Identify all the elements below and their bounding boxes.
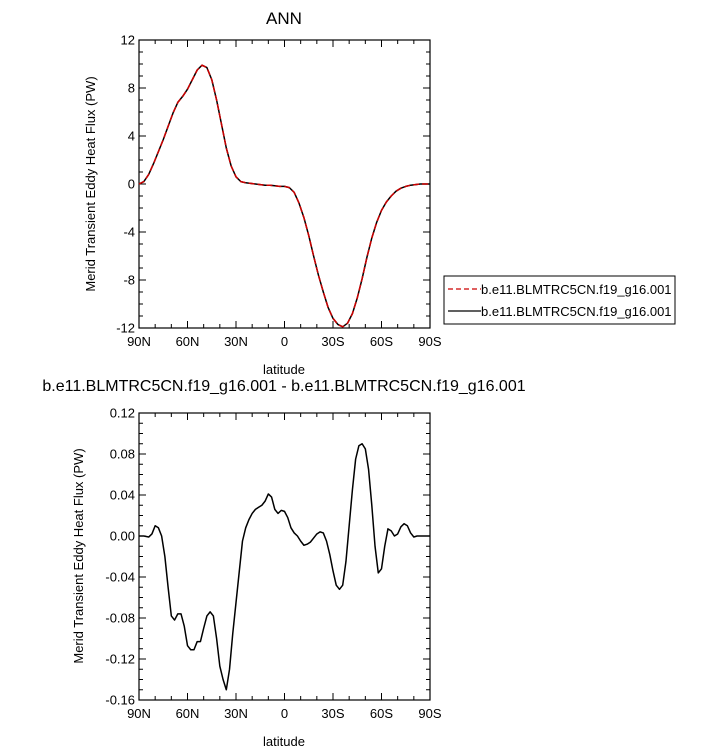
bottom-chart-xlabel: latitude <box>263 734 305 749</box>
top-chart-x-tick-label: 30N <box>224 334 248 349</box>
legend: b.e11.BLMTRC5CN.f19_g16.001 b.e11.BLMTRC… <box>443 275 676 325</box>
bottom-chart-x-tick-label: 30S <box>321 706 344 721</box>
top-chart-y-tick-label: 4 <box>128 129 135 144</box>
bottom-chart-y-tick-label: -0.12 <box>105 652 135 667</box>
legend-box <box>443 275 676 325</box>
top-chart-x-tick-label: 0 <box>281 334 288 349</box>
bottom-chart-y-tick-label: 0.12 <box>110 406 135 421</box>
top-chart-series-2-line <box>138 64 430 328</box>
top-chart-y-tick-label: -12 <box>116 321 135 336</box>
top-chart-y-tick-label: -4 <box>123 225 135 240</box>
bottom-chart-y-tick-label: -0.08 <box>105 611 135 626</box>
bottom-chart-title: b.e11.BLMTRC5CN.f19_g16.001 - b.e11.BLMT… <box>42 378 525 395</box>
bottom-chart-y-tick-label: 0.08 <box>110 447 135 462</box>
top-chart-x-tick-label: 60S <box>370 334 393 349</box>
bottom-chart-plot-area: 90N 60N 30N 0 30S 60S 90S 0.12 0.08 0.04 0.00 -0.04… <box>105 406 442 722</box>
top-chart-x-tick-label: 90N <box>127 334 151 349</box>
top-chart-title: ANN <box>266 9 302 28</box>
bottom-chart-y-tick-label: -0.04 <box>105 570 135 585</box>
top-chart-plot-area: 90N 60N 30N 0 30S 60S 90S 12 8 4 0 -4 -8 -12 <box>116 33 442 350</box>
top-chart-frame <box>138 39 431 329</box>
bottom-chart-x-tick-label: 60N <box>176 706 200 721</box>
top-chart-x-tick-label: 60N <box>176 334 200 349</box>
top-chart-ylabel: Merid Transient Eddy Heat Flux (PW) <box>83 76 98 291</box>
top-chart-y-tick-label: 12 <box>121 33 135 48</box>
bottom-chart-x-tick-label: 0 <box>281 706 288 721</box>
top-chart-y-tick-label: 0 <box>128 177 135 192</box>
top-chart-x-tick-label: 90S <box>418 334 441 349</box>
legend-label-series-1: b.e11.BLMTRC5CN.f19_g16.001 <box>481 282 672 297</box>
top-chart-y-tick-label: 8 <box>128 81 135 96</box>
bottom-chart-series-1-line <box>139 443 430 691</box>
top-chart-series-1-line <box>138 64 430 328</box>
bottom-chart-y-tick-label: -0.16 <box>105 693 135 708</box>
bottom-chart-x-tick-label: 60S <box>370 706 393 721</box>
bottom-chart-x-tick-label: 90N <box>127 706 151 721</box>
bottom-chart-x-tick-label: 90S <box>418 706 441 721</box>
bottom-chart-x-tick-label: 30N <box>224 706 248 721</box>
top-chart: ANN 90N 60N 30N 0 30S 60S 90S 12 8 4 0 -4 -8 -12 lati… <box>83 9 442 377</box>
top-chart-y-tick-label: -8 <box>123 273 135 288</box>
bottom-chart-ylabel: Merid Transient Eddy Heat Flux (PW) <box>71 448 86 663</box>
bottom-chart: b.e11.BLMTRC5CN.f19_g16.001 - b.e11.BLMT… <box>42 378 525 749</box>
bottom-chart-frame <box>138 412 431 701</box>
bottom-chart-y-tick-label: 0.00 <box>110 529 135 544</box>
top-chart-xlabel: latitude <box>263 362 305 377</box>
top-chart-x-tick-label: 30S <box>321 334 344 349</box>
bottom-chart-y-tick-label: 0.04 <box>110 488 135 503</box>
legend-label-series-2: b.e11.BLMTRC5CN.f19_g16.001 <box>481 304 672 319</box>
